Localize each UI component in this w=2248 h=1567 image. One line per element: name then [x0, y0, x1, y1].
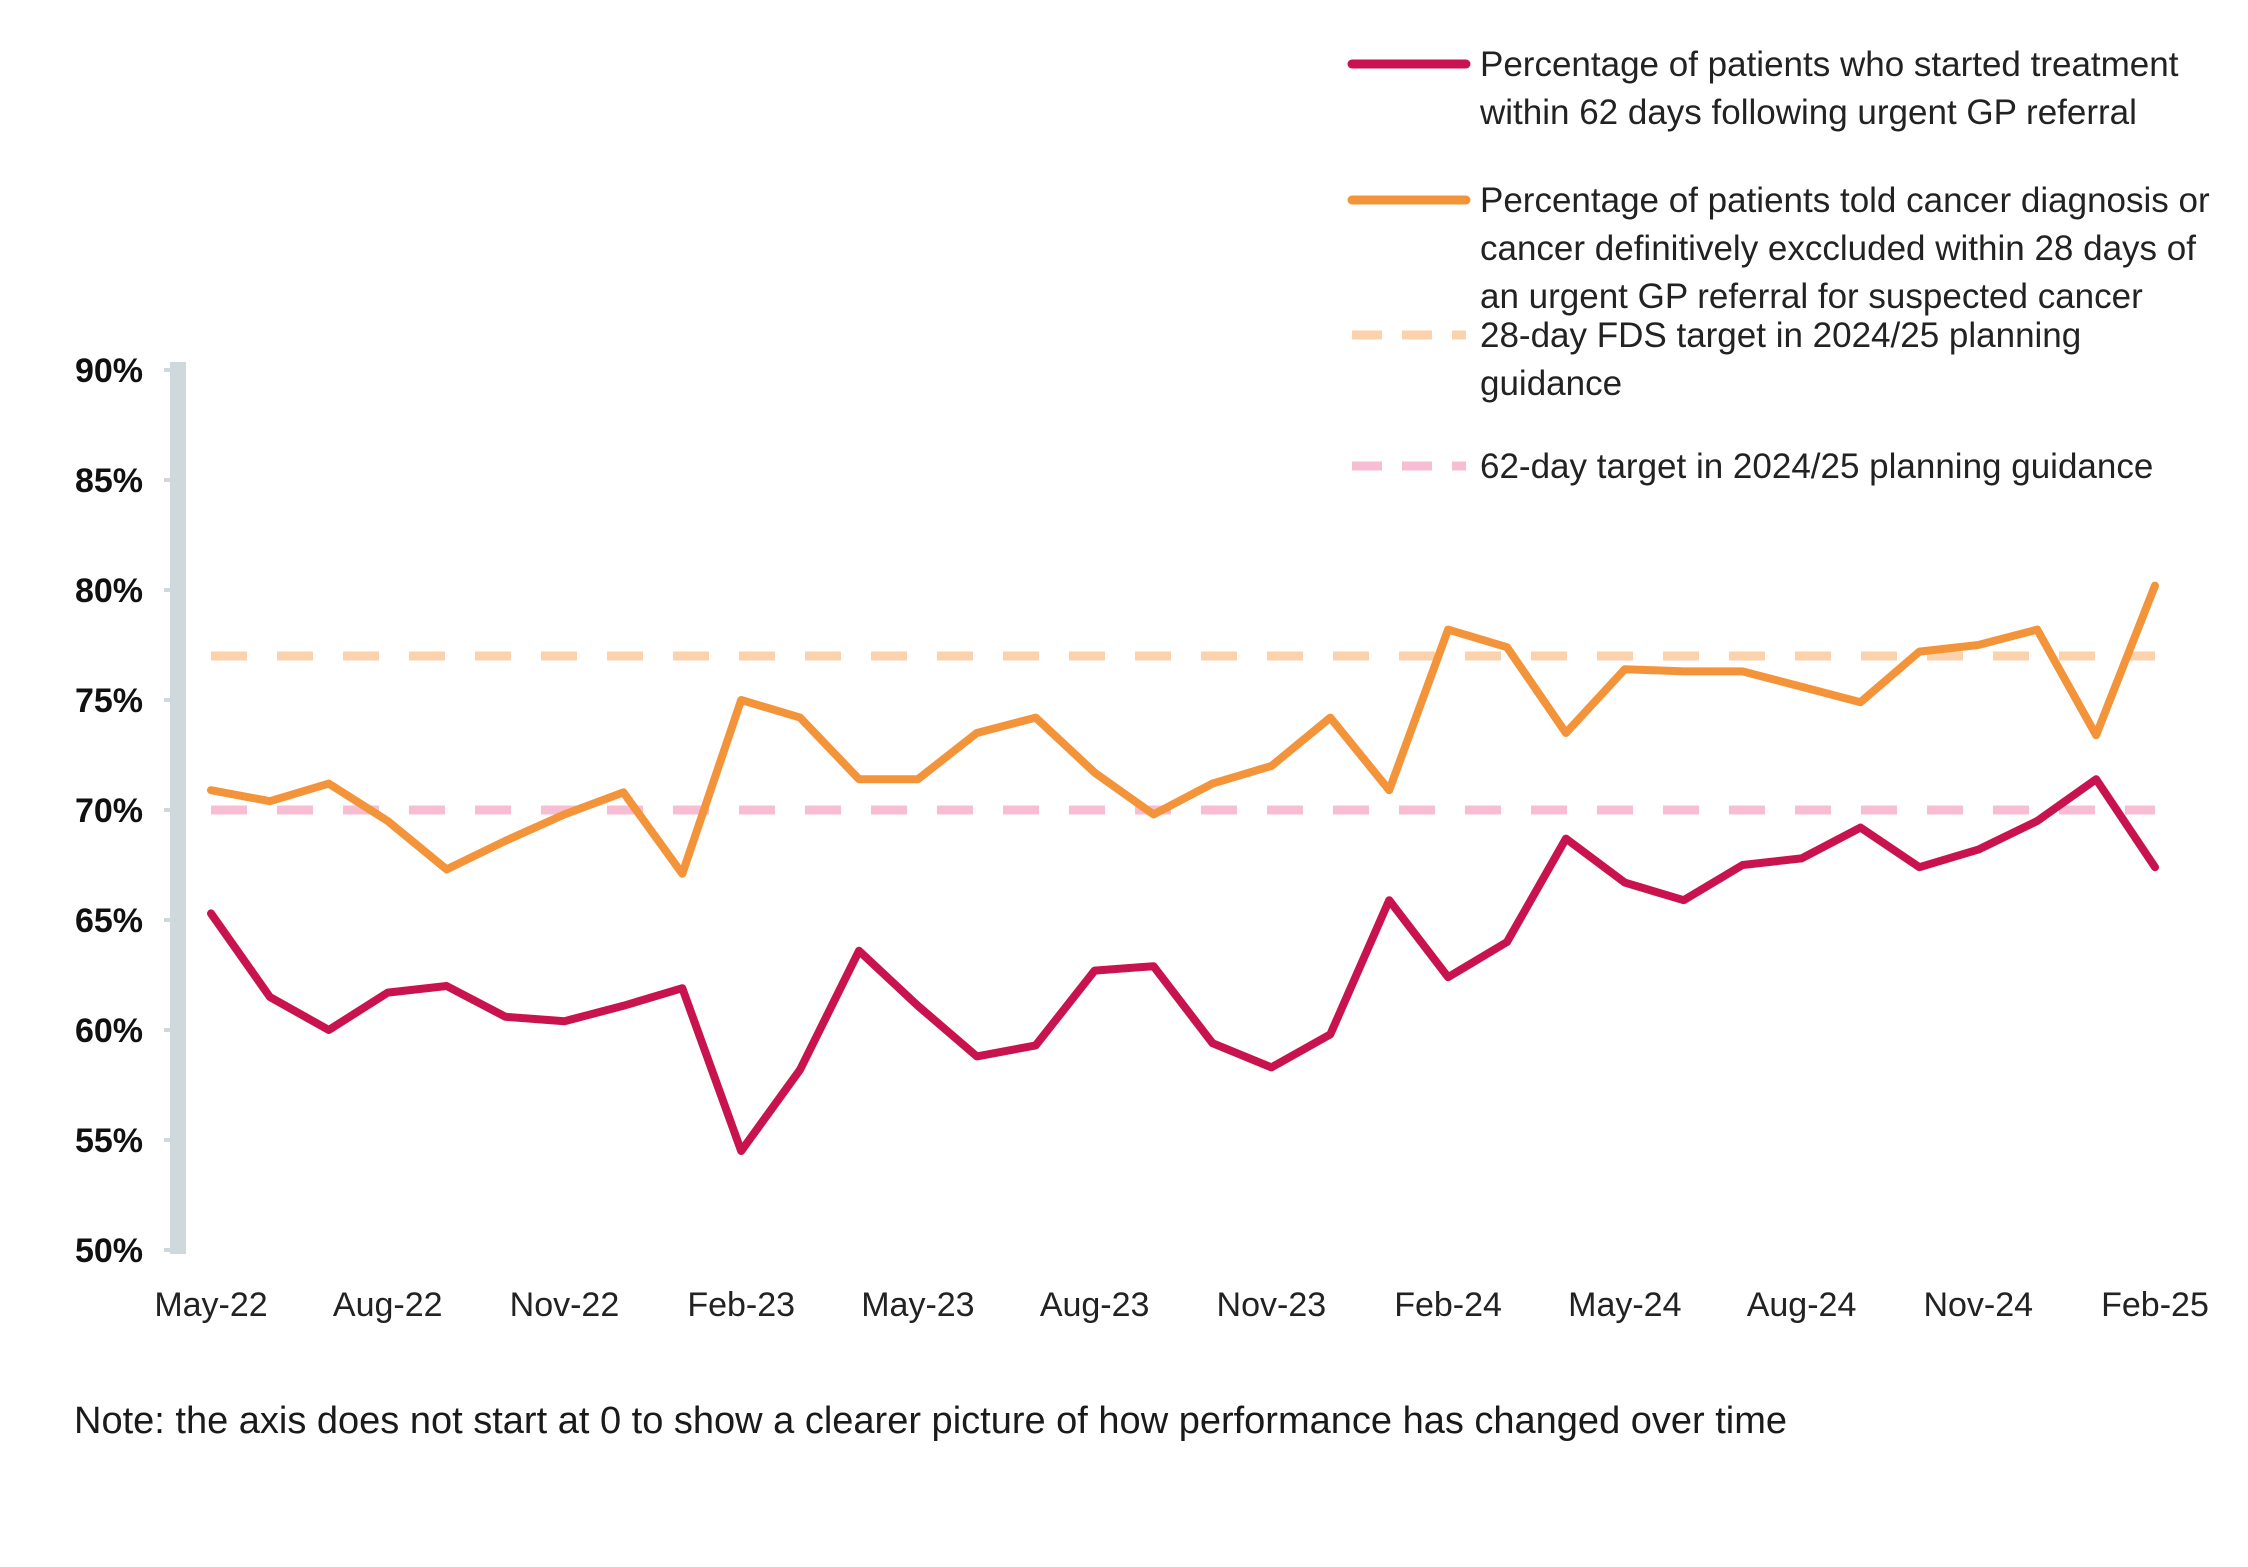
legend-label: Percentage of patients who started treat…: [1480, 45, 2179, 84]
legend-label: an urgent GP referral for suspected canc…: [1480, 277, 2143, 316]
x-tick-label: Nov-24: [1923, 1286, 2033, 1324]
series-line-0: [207, 775, 2159, 1155]
x-tick-labels: May-22 Aug-22 Nov-22 Feb-23 May-23 Aug-23 Nov-…: [154, 1286, 2209, 1324]
y-tick-label: 70%: [75, 792, 143, 830]
series-lines: [207, 581, 2159, 1155]
y-tick-label: 85%: [75, 462, 143, 500]
x-tick-label: May-23: [861, 1286, 974, 1324]
series-line-1: [207, 581, 2159, 878]
y-tick-labels: 90% 85% 80% 75% 70% 65% 60% 55% 50%: [75, 352, 143, 1270]
y-axis: [164, 362, 186, 1254]
x-tick-label: Aug-23: [1040, 1286, 1150, 1324]
y-tick-label: 50%: [75, 1232, 143, 1270]
x-tick-label: Aug-24: [1747, 1286, 1857, 1324]
y-axis-line: [170, 362, 186, 1254]
y-tick-label: 65%: [75, 902, 143, 940]
legend-label: 62-day target in 2024/25 planning guidan…: [1480, 447, 2153, 486]
x-tick-label: May-22: [154, 1286, 267, 1324]
y-tick-label: 75%: [75, 682, 143, 720]
x-tick-label: Feb-24: [1394, 1286, 1502, 1324]
legend-label: within 62 days following urgent GP refer…: [1479, 93, 2137, 132]
y-tick-label: 60%: [75, 1012, 143, 1050]
legend-label: 28-day FDS target in 2024/25 planning: [1480, 316, 2081, 355]
x-tick-label: Aug-22: [333, 1286, 443, 1324]
x-tick-label: Feb-23: [687, 1286, 795, 1324]
axis-note: Note: the axis does not start at 0 to sh…: [74, 1400, 1788, 1442]
y-tick-label: 90%: [75, 352, 143, 390]
x-tick-label: May-24: [1568, 1286, 1681, 1324]
legend-label: Percentage of patients told cancer diagn…: [1480, 181, 2210, 220]
y-tick-label: 55%: [75, 1122, 143, 1160]
x-tick-label: Feb-25: [2101, 1286, 2209, 1324]
legend: Percentage of patients who started treat…: [1347, 45, 2210, 486]
x-tick-label: Nov-22: [510, 1286, 620, 1324]
x-tick-label: Nov-23: [1217, 1286, 1327, 1324]
legend-label: cancer definitively exccluded within 28 …: [1480, 229, 2196, 268]
y-tick-label: 80%: [75, 572, 143, 610]
legend-label: guidance: [1480, 364, 1622, 403]
